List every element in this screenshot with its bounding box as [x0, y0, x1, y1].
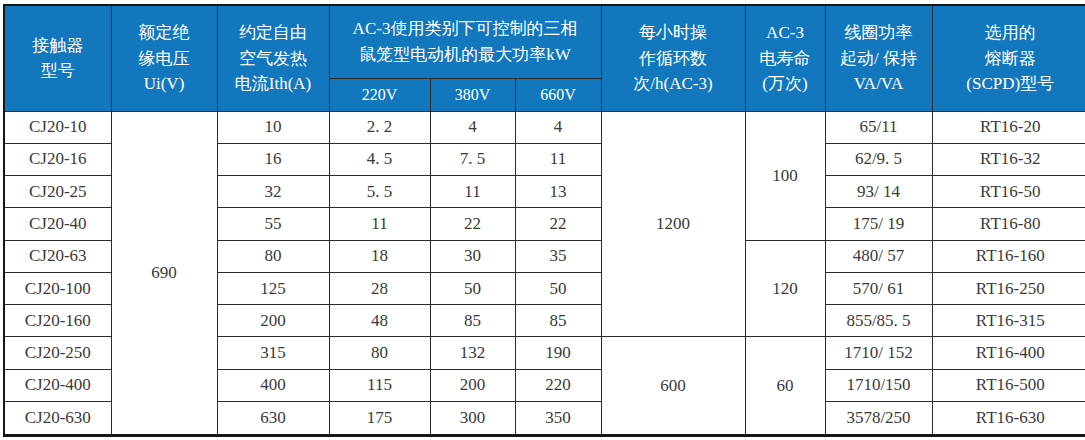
kw660-cell: 22 [515, 208, 601, 240]
contactor-spec-table: 接触器 型号 额定绝 缘电压 Ui(V) 约定自由 空气发热 电流Ith(A) … [3, 4, 1085, 437]
ith-cell: 80 [217, 240, 329, 272]
coil-cell: 3578/250 [825, 402, 932, 436]
ith-cell: 10 [217, 111, 329, 143]
life-merged-cell-top: 100 [745, 111, 825, 240]
coil-cell: 175/ 19 [825, 208, 932, 240]
kw220-cell: 2. 2 [329, 111, 430, 143]
cycles-merged-cell-bottom: 600 [601, 337, 745, 436]
coil-cell: 62/9. 5 [825, 143, 932, 175]
fuse-cell: RT16-250 [932, 272, 1085, 304]
model-cell: CJ20-63 [4, 240, 111, 272]
model-cell: CJ20-100 [4, 272, 111, 304]
ith-cell: 55 [217, 208, 329, 240]
model-cell: CJ20-16 [4, 143, 111, 175]
ith-cell: 16 [217, 143, 329, 175]
contactor-spec-page: 接触器 型号 额定绝 缘电压 Ui(V) 约定自由 空气发热 电流Ith(A) … [0, 0, 1085, 440]
ith-cell: 200 [217, 305, 329, 337]
fuse-cell: RT16-20 [932, 111, 1085, 143]
col-header-model: 接触器 型号 [4, 5, 111, 111]
coil-cell: 570/ 61 [825, 272, 932, 304]
kw220-cell: 4. 5 [329, 143, 430, 175]
life-merged-cell-mid: 120 [745, 240, 825, 337]
model-cell: CJ20-250 [4, 337, 111, 369]
kw660-cell: 13 [515, 176, 601, 208]
kw220-cell: 11 [329, 208, 430, 240]
kw380-cell: 200 [430, 369, 515, 401]
model-cell: CJ20-40 [4, 208, 111, 240]
kw660-cell: 220 [515, 369, 601, 401]
kw220-cell: 80 [329, 337, 430, 369]
kw380-cell: 132 [430, 337, 515, 369]
model-cell: CJ20-400 [4, 369, 111, 401]
coil-cell: 1710/ 152 [825, 337, 932, 369]
kw220-cell: 5. 5 [329, 176, 430, 208]
model-cell: CJ20-25 [4, 176, 111, 208]
fuse-cell: RT16-32 [932, 143, 1085, 175]
model-cell: CJ20-160 [4, 305, 111, 337]
life-merged-cell-bottom: 60 [745, 337, 825, 436]
col-header-ui: 额定绝 缘电压 Ui(V) [111, 5, 217, 111]
col-header-660v: 660V [515, 78, 601, 111]
fuse-cell: RT16-50 [932, 176, 1085, 208]
coil-cell: 855/85. 5 [825, 305, 932, 337]
kw380-cell: 50 [430, 272, 515, 304]
kw660-cell: 11 [515, 143, 601, 175]
ith-cell: 315 [217, 337, 329, 369]
fuse-cell: RT16-400 [932, 337, 1085, 369]
fuse-cell: RT16-160 [932, 240, 1085, 272]
kw380-cell: 4 [430, 111, 515, 143]
ith-cell: 630 [217, 402, 329, 436]
model-cell: CJ20-630 [4, 402, 111, 436]
cycles-merged-cell-top: 1200 [601, 111, 745, 337]
fuse-cell: RT16-500 [932, 369, 1085, 401]
kw380-cell: 11 [430, 176, 515, 208]
model-cell: CJ20-10 [4, 111, 111, 143]
kw220-cell: 18 [329, 240, 430, 272]
col-header-ith: 约定自由 空气发热 电流Ith(A) [217, 5, 329, 111]
kw220-cell: 28 [329, 272, 430, 304]
kw660-cell: 190 [515, 337, 601, 369]
coil-cell: 480/ 57 [825, 240, 932, 272]
coil-cell: 93/ 14 [825, 176, 932, 208]
kw380-cell: 85 [430, 305, 515, 337]
fuse-cell: RT16-630 [932, 402, 1085, 436]
header-row-main: 接触器 型号 额定绝 缘电压 Ui(V) 约定自由 空气发热 电流Ith(A) … [4, 5, 1085, 78]
col-header-380v: 380V [430, 78, 515, 111]
kw380-cell: 30 [430, 240, 515, 272]
ith-cell: 125 [217, 272, 329, 304]
fuse-cell: RT16-80 [932, 208, 1085, 240]
col-header-coil: 线圈功率 起动/ 保持 VA/VA [825, 5, 932, 111]
kw660-cell: 85 [515, 305, 601, 337]
col-header-ac3-power-group: AC-3使用类别下可控制的三相 鼠笼型电动机的最大功率kW [329, 5, 601, 78]
table-row: CJ20-10 690 10 2. 2 4 4 1200 100 65/11 R… [4, 111, 1085, 143]
kw660-cell: 4 [515, 111, 601, 143]
coil-cell: 1710/150 [825, 369, 932, 401]
ui-merged-cell: 690 [111, 111, 217, 436]
kw660-cell: 50 [515, 272, 601, 304]
col-header-fuse: 选用的 熔断器 (SCPD)型号 [932, 5, 1085, 111]
ith-cell: 32 [217, 176, 329, 208]
fuse-cell: RT16-315 [932, 305, 1085, 337]
kw380-cell: 22 [430, 208, 515, 240]
ith-cell: 400 [217, 369, 329, 401]
kw660-cell: 350 [515, 402, 601, 436]
coil-cell: 65/11 [825, 111, 932, 143]
kw660-cell: 35 [515, 240, 601, 272]
col-header-cycles: 每小时操 作循环数 次/h(AC-3) [601, 5, 745, 111]
kw380-cell: 300 [430, 402, 515, 436]
col-header-life: AC-3 电寿命 (万次) [745, 5, 825, 111]
kw220-cell: 48 [329, 305, 430, 337]
kw380-cell: 7. 5 [430, 143, 515, 175]
kw220-cell: 115 [329, 369, 430, 401]
kw220-cell: 175 [329, 402, 430, 436]
col-header-220v: 220V [329, 78, 430, 111]
